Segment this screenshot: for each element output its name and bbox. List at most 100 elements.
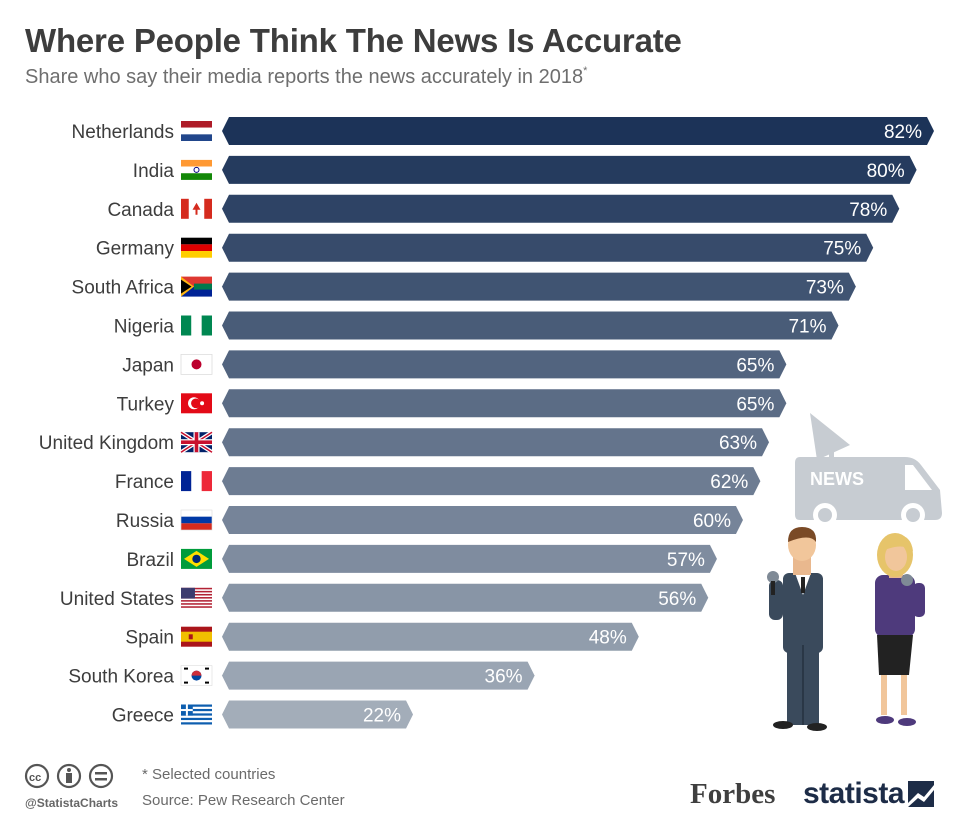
bar-chart: Netherlands 82% India 80% Canada 78% Germany 75… (39, 117, 934, 729)
greece-flag (181, 704, 212, 725)
canada-flag (181, 198, 212, 219)
value-label: 56% (658, 589, 696, 610)
bar (222, 583, 709, 612)
bar (222, 622, 639, 651)
germany-flag (181, 237, 212, 258)
statista-logo: statista (803, 777, 905, 810)
footnote: * Selected countries (142, 766, 276, 783)
bar (222, 311, 839, 340)
bar (222, 700, 414, 729)
bar-row: United Kingdom 63% (39, 428, 770, 457)
value-label: 65% (736, 355, 774, 376)
category-label: Netherlands (72, 122, 174, 143)
bar-row: Japan 65% (122, 350, 787, 379)
category-label: Spain (125, 628, 174, 649)
bar (222, 661, 535, 690)
united-kingdom-flag (179, 430, 214, 454)
female-reporter-icon (875, 533, 925, 726)
nigeria-flag (181, 315, 212, 336)
value-label: 80% (867, 161, 905, 182)
bar-row: Germany 75% (96, 233, 874, 262)
south-africa-flag (181, 276, 212, 297)
bar (222, 155, 917, 184)
male-reporter-icon (767, 527, 827, 731)
svg-text:cc: cc (29, 772, 41, 784)
statista-logo-icon (908, 781, 934, 807)
south-korea-flag (180, 665, 213, 686)
bar-row: Greece 22% (112, 700, 414, 729)
bar (222, 467, 761, 496)
value-label: 75% (823, 239, 861, 260)
chart-subtitle: Share who say their media reports the ne… (25, 65, 587, 89)
bar-row: Brazil 57% (126, 544, 717, 573)
news-van-and-reporters-illustration: NEWS (767, 413, 942, 731)
bar-row: Nigeria 71% (114, 311, 839, 340)
news-van-icon: NEWS (795, 457, 942, 527)
category-label: France (115, 472, 174, 493)
value-label: 36% (485, 667, 523, 688)
category-label: Canada (107, 200, 174, 221)
value-label: 73% (806, 278, 844, 299)
license-icons: cc (24, 763, 114, 789)
bar-row: Spain 48% (125, 622, 639, 651)
forbes-logo: Forbes (690, 778, 776, 810)
nd-icon (88, 763, 114, 789)
netherlands-flag (181, 121, 212, 141)
van-news-label: NEWS (810, 469, 864, 489)
value-label: 65% (736, 394, 774, 415)
bar-row: South Africa 73% (72, 272, 856, 301)
bar (222, 428, 770, 457)
spain-flag (181, 626, 212, 647)
category-label: Russia (116, 511, 175, 532)
bar-row: France 62% (115, 467, 761, 496)
bar-row: Canada 78% (107, 194, 900, 223)
category-label: Greece (112, 706, 174, 727)
category-label: Nigeria (114, 317, 175, 338)
japan-flag (180, 353, 213, 375)
category-label: India (133, 161, 175, 182)
value-label: 82% (884, 122, 922, 143)
subtitle-footnote-mark: * (583, 65, 588, 77)
statista-charts-handle: @StatistaCharts (25, 796, 119, 810)
by-icon (56, 763, 82, 789)
bar (222, 350, 787, 379)
value-label: 78% (849, 200, 887, 221)
bar-row: India 80% (133, 155, 917, 184)
bar-row: Turkey 65% (117, 389, 787, 418)
bar-row: United States 56% (60, 583, 709, 612)
chart-title: Where People Think The News Is Accurate (25, 22, 682, 59)
category-label: South Africa (72, 278, 175, 299)
category-label: United States (60, 589, 174, 610)
value-label: 48% (589, 628, 627, 649)
bar (222, 544, 717, 573)
category-label: Japan (122, 355, 174, 376)
value-label: 60% (693, 511, 731, 532)
value-label: 22% (363, 706, 401, 727)
source-note: Source: Pew Research Center (142, 792, 345, 809)
satellite-dish-icon (810, 413, 850, 462)
france-flag (181, 471, 212, 492)
value-label: 57% (667, 550, 705, 571)
bar (222, 389, 787, 418)
bar (222, 194, 900, 223)
bar-row: Netherlands 82% (72, 117, 934, 145)
bar (222, 272, 856, 301)
turkey-flag (181, 393, 212, 414)
united-states-flag (181, 587, 212, 608)
category-label: Brazil (126, 550, 174, 571)
value-label: 63% (719, 433, 757, 454)
india-flag (181, 159, 212, 180)
category-label: Turkey (117, 394, 175, 415)
bar-row: Russia 60% (116, 506, 743, 534)
bar-row: South Korea 36% (68, 661, 535, 690)
brazil-flag (181, 548, 212, 569)
category-label: United Kingdom (39, 433, 174, 454)
category-label: South Korea (68, 667, 174, 688)
bar (222, 506, 743, 534)
bar (222, 233, 874, 262)
category-label: Germany (96, 239, 175, 260)
value-label: 62% (710, 472, 748, 493)
russia-flag (180, 509, 213, 531)
value-label: 71% (788, 317, 826, 338)
subtitle-text: Share who say their media reports the ne… (25, 66, 584, 88)
